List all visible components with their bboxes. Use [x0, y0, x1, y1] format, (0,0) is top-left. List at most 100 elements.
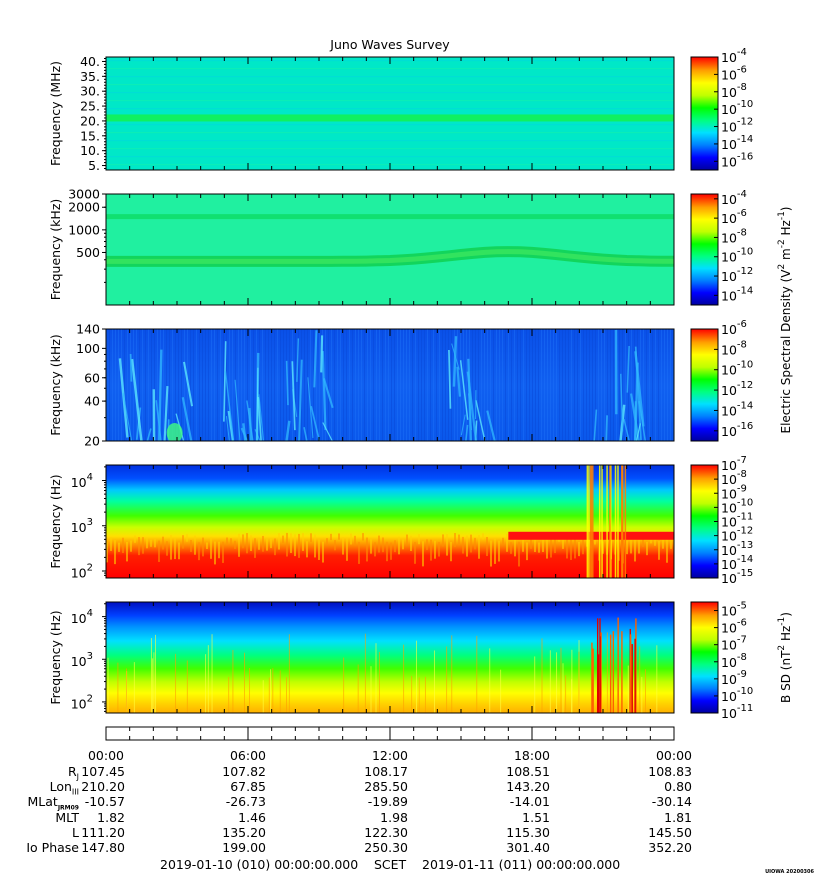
y-tick-label: 40.: [80, 54, 100, 69]
footer-start-time: 2019-01-10 (010) 00:00:00.000: [160, 857, 359, 872]
footer-scet-label: SCET: [374, 857, 407, 872]
spectral-texture: [338, 533, 340, 540]
noise-column: [115, 329, 116, 441]
noise-column: [418, 329, 419, 441]
noise-column: [124, 329, 125, 441]
colorbar-tick-label: 10-14: [721, 134, 753, 152]
emission-streak: [285, 360, 289, 406]
emission-streak: [486, 410, 496, 441]
broadband-burst: [614, 465, 617, 578]
emission-streak: [313, 330, 318, 388]
colorbar-tick-label: 10-7: [721, 455, 747, 473]
noise-column: [328, 329, 329, 441]
ephemeris-value: 0.80: [664, 779, 692, 795]
spectral-texture: [158, 540, 160, 562]
spectral-texture: [422, 541, 424, 567]
noise-column: [364, 329, 365, 441]
noise-column: [472, 329, 473, 441]
noise-column: [535, 329, 536, 441]
broadband-burst: [609, 465, 611, 578]
noise-column: [265, 329, 266, 441]
time-axis: 00:00 06:00 12:00 18:00 00:00: [88, 726, 692, 763]
ephemeris-value: -10.57: [84, 794, 125, 810]
colorbar-tick-label: 10-16: [721, 421, 753, 439]
colorbar-tick-label: 10-12: [721, 526, 753, 544]
spectral-texture: [218, 541, 220, 559]
spectral-texture: [270, 538, 272, 549]
ephemeris-value: 147.80: [81, 840, 125, 855]
spectral-texture: [302, 533, 304, 551]
ephemeris-value: 285.50: [364, 779, 408, 795]
spectral-texture: [386, 541, 388, 562]
noise-column: [652, 329, 653, 441]
spectral-texture: [274, 538, 276, 556]
spectral-texture: [666, 538, 668, 563]
noise-column: [355, 329, 356, 441]
ephemeris-value: 1.51: [522, 809, 550, 825]
noise-column: [208, 329, 209, 441]
spectral-texture: [454, 533, 456, 548]
ephemeris-value: 108.17: [364, 764, 408, 779]
ephemeris-label: L: [72, 824, 79, 840]
noise-column: [271, 329, 272, 441]
broadband-burst: [590, 465, 593, 578]
noise-column: [334, 329, 335, 441]
noise-column: [568, 329, 569, 441]
colorbar-tick-label: 10-7: [721, 635, 747, 653]
noise-column: [436, 329, 437, 441]
noise-column: [442, 329, 443, 441]
y-tick-label: 5.: [88, 158, 100, 173]
spectral-texture: [154, 539, 156, 548]
noise-column: [136, 329, 137, 441]
spectral-texture: [242, 534, 244, 549]
noise-column: [286, 329, 287, 441]
colorbar-tick-label: 10-12: [721, 266, 753, 284]
noise-column: [139, 329, 140, 441]
noise-column: [526, 329, 527, 441]
ephemeris-label: RJ: [67, 764, 79, 782]
spectral-texture: [294, 534, 296, 557]
spectral-texture: [522, 536, 524, 552]
spectral-texture: [418, 534, 420, 545]
spectral-texture: [458, 534, 460, 545]
broadband-burst: [610, 465, 612, 578]
spectral-texture: [150, 539, 152, 547]
ephemeris-value: 199.00: [222, 840, 266, 855]
spectral-texture: [114, 540, 116, 565]
ephemeris-value: 1.98: [380, 809, 408, 825]
spectral-texture: [106, 542, 108, 563]
emission-streak: [322, 378, 334, 409]
spectral-texture: [466, 535, 468, 557]
emission-streak: [635, 423, 641, 441]
spectral-texture: [214, 541, 216, 565]
noise-column: [244, 329, 245, 441]
colorbar-tick-label: 10-14: [721, 400, 753, 418]
spectral-texture: [618, 536, 620, 561]
noise-column: [127, 329, 128, 441]
noise-column: [175, 329, 176, 441]
spectral-texture: [430, 539, 432, 561]
ephemeris-value: 1.82: [97, 809, 125, 825]
noise-column: [493, 329, 494, 441]
noise-column: [280, 329, 281, 441]
spectral-texture: [194, 535, 196, 555]
spectral-texture: [542, 533, 544, 553]
y-tick-label: 20: [84, 434, 100, 449]
spectral-texture: [354, 535, 356, 546]
spectral-texture: [446, 534, 448, 556]
spectral-texture: [502, 537, 504, 545]
colorbar-tick-label: 10-6: [721, 618, 747, 636]
spectral-texture: [178, 542, 180, 560]
noise-column: [607, 329, 608, 441]
noise-column: [574, 329, 575, 441]
emission-streak: [163, 386, 169, 441]
spectral-texture: [138, 537, 140, 556]
frequency-stripe: [106, 148, 674, 150]
ephemeris-value: 107.45: [81, 764, 125, 779]
noise-column: [289, 329, 290, 441]
noise-column: [628, 329, 629, 441]
spectral-texture: [486, 537, 488, 557]
y-tick-label: 40: [84, 394, 100, 409]
spectral-texture: [206, 542, 208, 550]
spectrogram-background: [106, 194, 674, 305]
